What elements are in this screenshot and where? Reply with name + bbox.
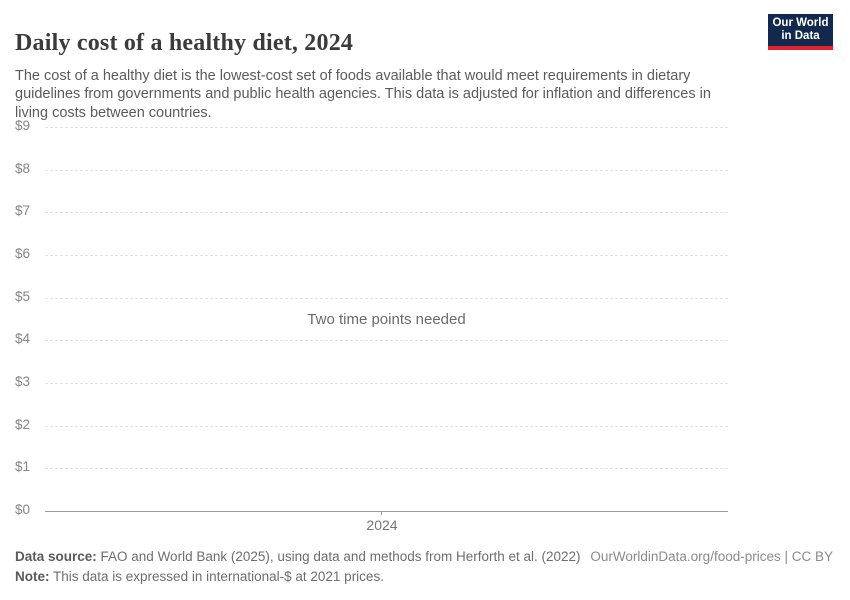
gridline xyxy=(45,425,728,427)
x-axis-line xyxy=(45,511,728,512)
data-source-text: FAO and World Bank (2025), using data an… xyxy=(96,549,581,564)
y-axis-tick-label: $4 xyxy=(15,331,31,347)
y-axis-tick-label: $0 xyxy=(15,502,31,517)
y-axis-tick-label: $7 xyxy=(15,203,31,219)
x-axis-tick-label: 2024 xyxy=(366,517,398,533)
data-source-label: Data source: xyxy=(15,549,97,564)
empty-chart-message: Two time points needed xyxy=(307,311,466,328)
footer-data-source: Data source: FAO and World Bank (2025), … xyxy=(15,549,581,564)
owid-logo-line1: Our World xyxy=(772,17,829,29)
y-axis-tick-label: $9 xyxy=(15,118,31,133)
note-label: Note: xyxy=(15,569,50,584)
y-axis-tick-label: $6 xyxy=(15,246,31,261)
chart-subtitle: The cost of a healthy diet is the lowest… xyxy=(15,67,711,121)
owid-logo[interactable]: Our World in Data xyxy=(768,14,833,50)
y-axis-tick-label: $1 xyxy=(15,459,31,475)
page-title: Daily cost of a healthy diet, 2024 xyxy=(15,30,354,57)
gridline xyxy=(45,212,728,214)
y-axis-tick-label: $3 xyxy=(15,374,31,389)
gridline xyxy=(45,468,728,470)
y-axis-tick-label: $8 xyxy=(15,160,31,176)
y-axis-tick-label: $5 xyxy=(15,288,31,304)
gridline xyxy=(45,340,728,342)
footer-note: Note: This data is expressed in internat… xyxy=(15,569,384,584)
gridline xyxy=(45,383,728,384)
note-text: This data is expressed in international-… xyxy=(49,569,384,584)
y-axis-tick-label: $2 xyxy=(15,416,31,432)
footer-attribution-link[interactable]: OurWorldinData.org/food-prices | CC BY xyxy=(590,549,833,564)
gridline xyxy=(45,255,728,256)
x-axis-tick-mark xyxy=(381,511,382,515)
gridline xyxy=(45,169,728,171)
gridline xyxy=(45,297,728,299)
owid-logo-line2: in Data xyxy=(781,30,820,42)
gridline xyxy=(45,127,728,128)
